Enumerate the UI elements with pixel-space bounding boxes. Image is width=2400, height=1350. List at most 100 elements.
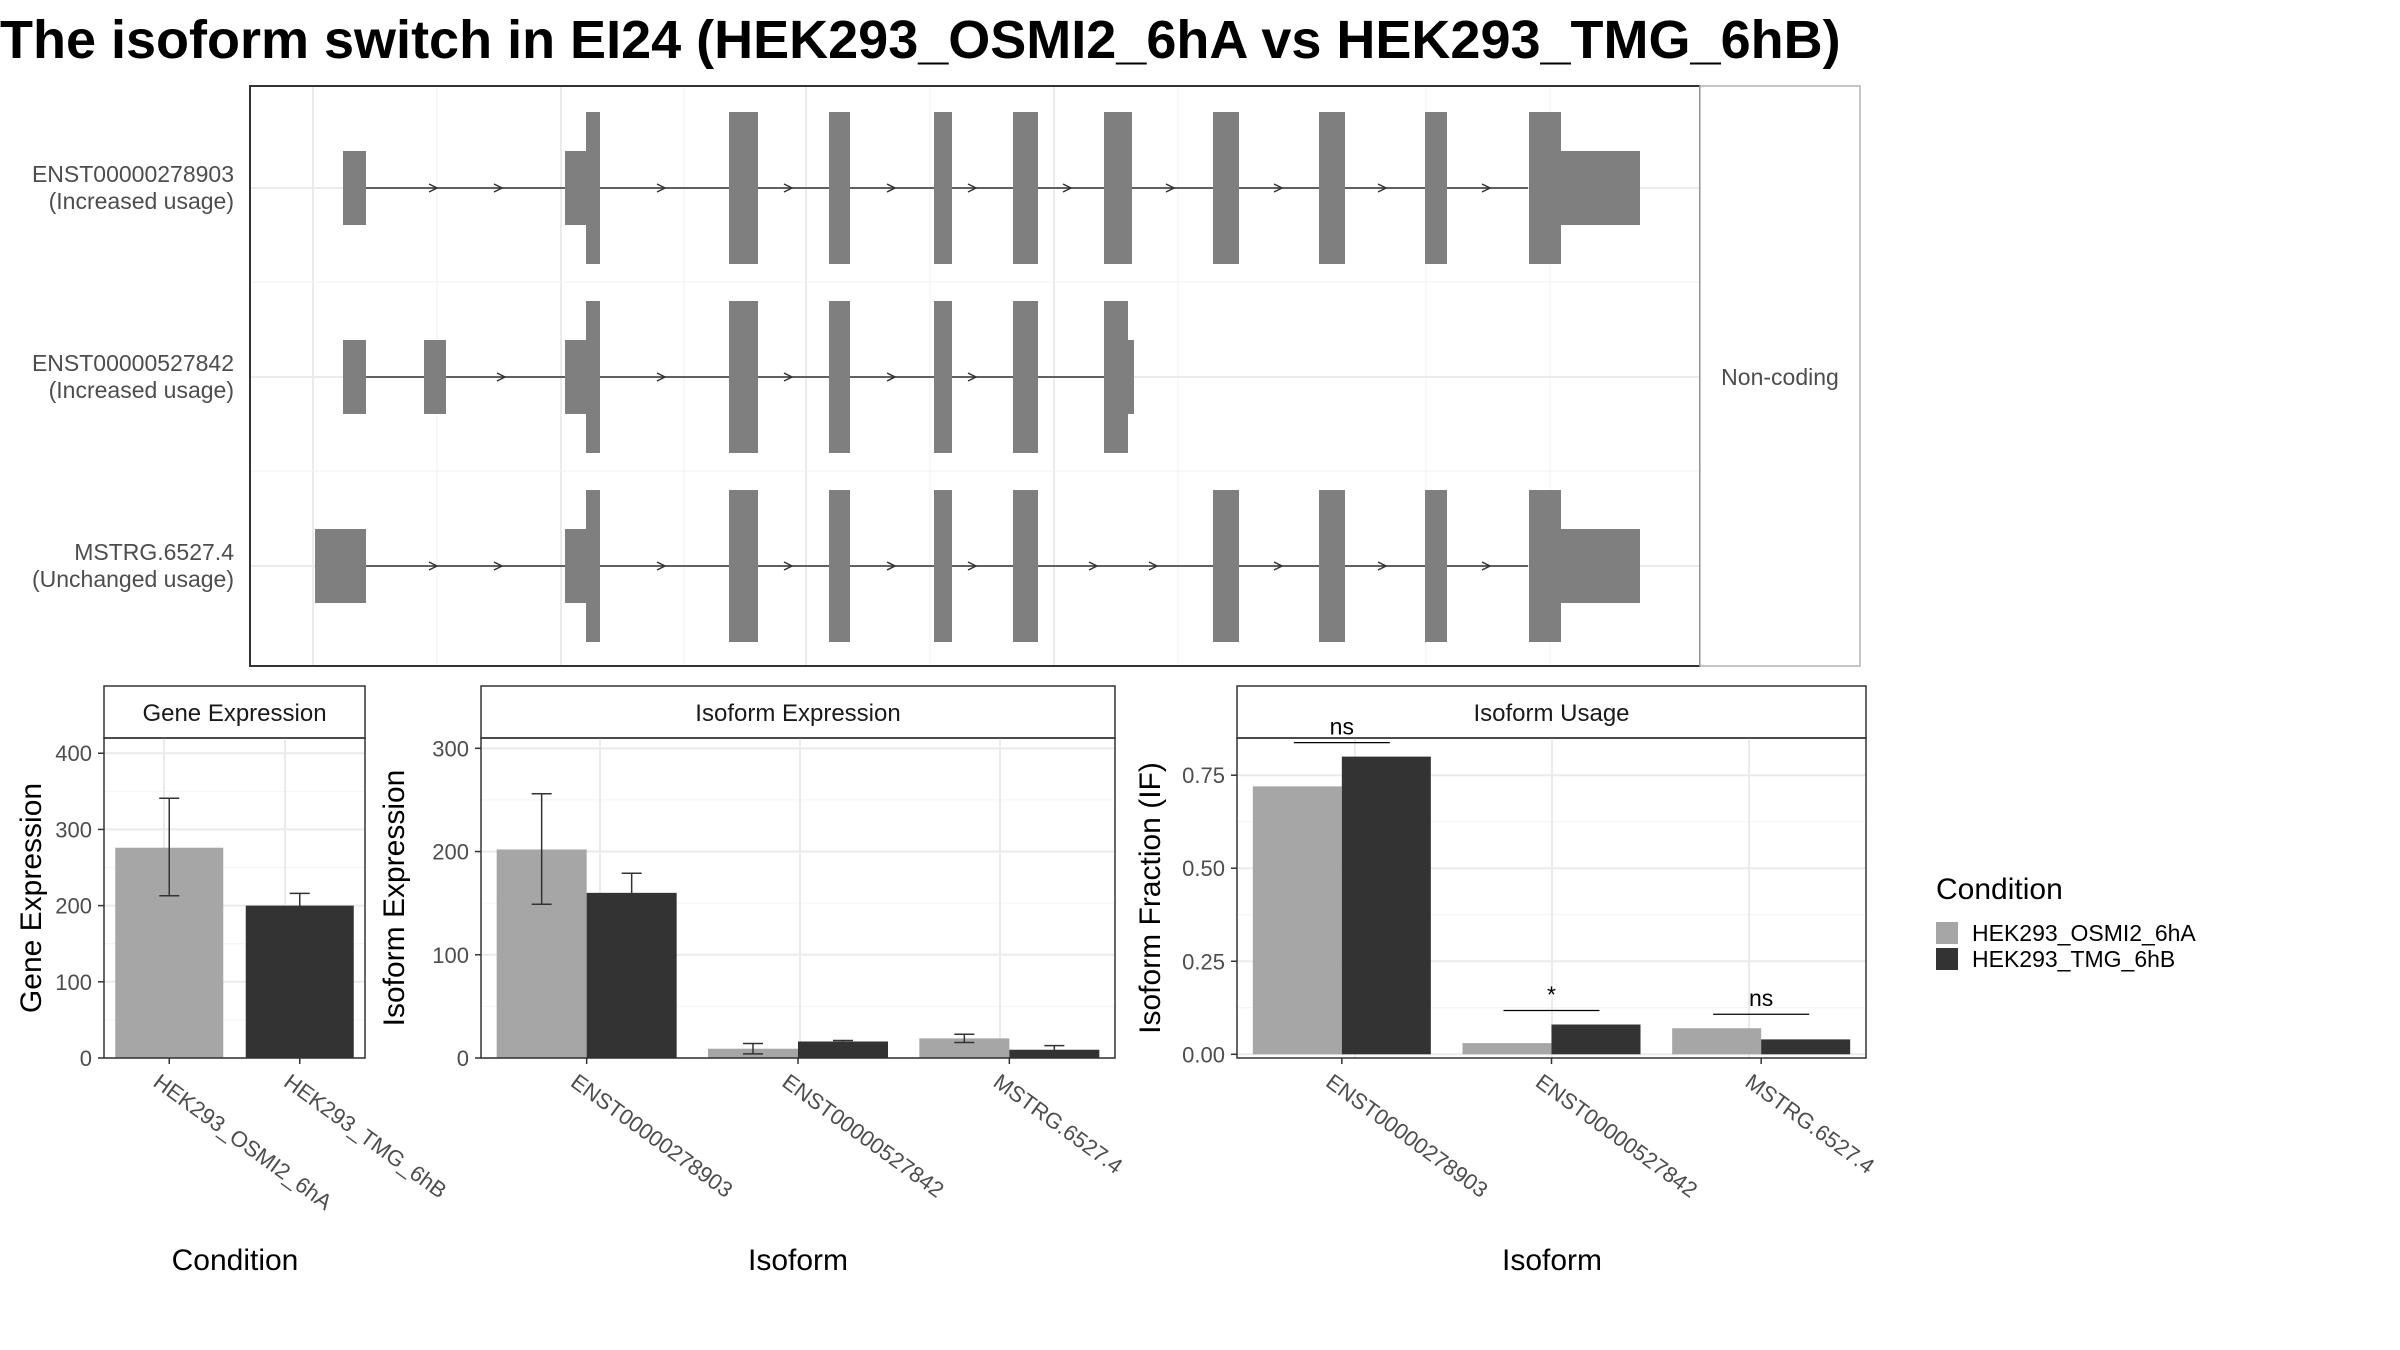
y-tick-label: 100	[55, 970, 92, 995]
x-axis-title: Condition	[172, 1244, 299, 1277]
intron-direction-arrow	[967, 372, 978, 382]
transcript-2	[343, 301, 1134, 453]
isoform-1-status: (Increased usage)	[49, 188, 234, 214]
bar-tmg	[798, 1041, 888, 1058]
intron-direction-arrow	[1481, 183, 1492, 193]
panel-strip	[480, 685, 1116, 739]
figure-title: The isoform switch in EI24 (HEK293_OSMI2…	[0, 10, 1841, 70]
intron-direction-arrow	[1377, 561, 1388, 571]
panel-strip-title: Isoform Usage	[1473, 700, 1629, 727]
y-tick-label: 400	[55, 741, 92, 766]
intron-direction-arrow	[1148, 561, 1159, 571]
exon-coding	[1213, 112, 1239, 264]
panel-strip	[1236, 685, 1867, 739]
exon-coding	[586, 490, 600, 642]
y-tick-label: 0	[457, 1046, 469, 1071]
exon-coding	[586, 112, 600, 264]
y-tick-label: 0.75	[1182, 763, 1225, 788]
plot-border	[103, 737, 366, 1059]
exon-coding	[934, 301, 952, 453]
transcript-3	[315, 490, 1640, 642]
significance-label: ns	[1330, 714, 1354, 740]
intron-direction-arrow	[493, 183, 504, 193]
intron-direction-arrow	[886, 372, 897, 382]
legend-swatch-tmg	[1936, 948, 1958, 970]
exon-utr	[565, 340, 586, 414]
bar-tmg	[1761, 1039, 1851, 1055]
legend-item-osmi2: HEK293_OSMI2_6hA	[1972, 920, 2196, 946]
legend-item-tmg: HEK293_TMG_6hB	[1972, 946, 2175, 972]
exon-utr	[343, 151, 366, 225]
exon-coding	[1013, 112, 1038, 264]
intron-direction-arrow	[1273, 561, 1284, 571]
exon-utr	[1561, 151, 1640, 225]
panel-strip-title: Gene Expression	[142, 700, 326, 727]
exon-utr	[424, 340, 446, 414]
x-axis-title: Isoform	[1502, 1244, 1602, 1277]
intron-direction-arrow	[496, 372, 507, 382]
exon-coding	[1213, 490, 1239, 642]
bar-tmg	[245, 905, 354, 1058]
legend-swatch-osmi2	[1936, 922, 1958, 944]
structure-facet-label: Non-coding	[1721, 364, 1839, 390]
exon-coding	[1425, 490, 1447, 642]
exon-coding	[1319, 490, 1345, 642]
isoform-2-status: (Increased usage)	[49, 377, 234, 403]
exon-coding	[1529, 112, 1561, 264]
intron-direction-arrow	[783, 561, 794, 571]
intron-direction-arrow	[783, 183, 794, 193]
exon-utr	[343, 340, 366, 414]
intron-direction-arrow	[967, 183, 978, 193]
intron-direction-arrow	[1377, 183, 1388, 193]
exon-coding	[729, 490, 758, 642]
significance-label: *	[1547, 982, 1556, 1008]
y-axis-title: Isoform Fraction (IF)	[1134, 762, 1167, 1034]
y-tick-label: 300	[432, 736, 469, 761]
exon-utr	[565, 529, 586, 603]
structure-facet-strip	[1699, 85, 1861, 667]
y-tick-label: 200	[432, 840, 469, 865]
panel-strip-title: Isoform Expression	[695, 700, 900, 727]
x-tick-label: ENST00000527842	[1531, 1069, 1702, 1203]
exon-coding	[934, 490, 952, 642]
intron-direction-arrow	[493, 561, 504, 571]
isoform-3-status: (Unchanged usage)	[32, 566, 234, 592]
intron-direction-arrow	[967, 561, 978, 571]
intron-direction-arrow	[886, 183, 897, 193]
y-tick-label: 0.00	[1182, 1042, 1225, 1067]
isoform-1-id: ENST00000278903	[32, 161, 234, 187]
legend: Condition HEK293_OSMI2_6hA HEK293_TMG_6h…	[1936, 873, 2196, 972]
panel-isoform-expression: Isoform Expression 0 100 200 300 ENST00000278…	[378, 685, 1127, 1277]
x-tick-label: MSTRG.6527.4	[989, 1069, 1127, 1179]
exon-coding	[1104, 301, 1128, 453]
transcript-1	[343, 112, 1640, 264]
y-tick-label: 200	[55, 894, 92, 919]
intron-direction-arrow	[428, 561, 439, 571]
intron-direction-arrow	[428, 183, 439, 193]
x-tick-label: ENST00000278903	[566, 1069, 737, 1203]
intron-direction-arrow	[783, 372, 794, 382]
exon-coding	[829, 301, 850, 453]
bar-osmi2	[1462, 1043, 1552, 1055]
panel-isoform-usage: Isoform Usage 0.00 0.25 0.50 0.75 ns * ns ENST00…	[1134, 685, 1879, 1277]
bar-tmg	[1341, 756, 1431, 1055]
intron-direction-arrow	[886, 561, 897, 571]
structure-panel: Non-coding ENST00000278903 (Increased us…	[32, 85, 1861, 667]
isoform-2-id: ENST00000527842	[32, 350, 234, 376]
exon-coding	[1013, 301, 1038, 453]
y-axis-title: Isoform Expression	[378, 770, 411, 1027]
y-axis-title: Gene Expression	[15, 783, 48, 1013]
exon-coding	[829, 112, 850, 264]
exon-coding	[1104, 112, 1132, 264]
structure-transcripts	[315, 112, 1640, 642]
exon-utr	[1128, 340, 1134, 414]
exon-coding	[1425, 112, 1447, 264]
exon-coding	[1529, 490, 1561, 642]
y-tick-label: 0.25	[1182, 949, 1225, 974]
y-tick-label: 0	[80, 1046, 92, 1071]
intron-direction-arrow	[1481, 561, 1492, 571]
intron-direction-arrow	[1165, 183, 1176, 193]
legend-title: Condition	[1936, 873, 2063, 906]
exon-coding	[729, 301, 758, 453]
